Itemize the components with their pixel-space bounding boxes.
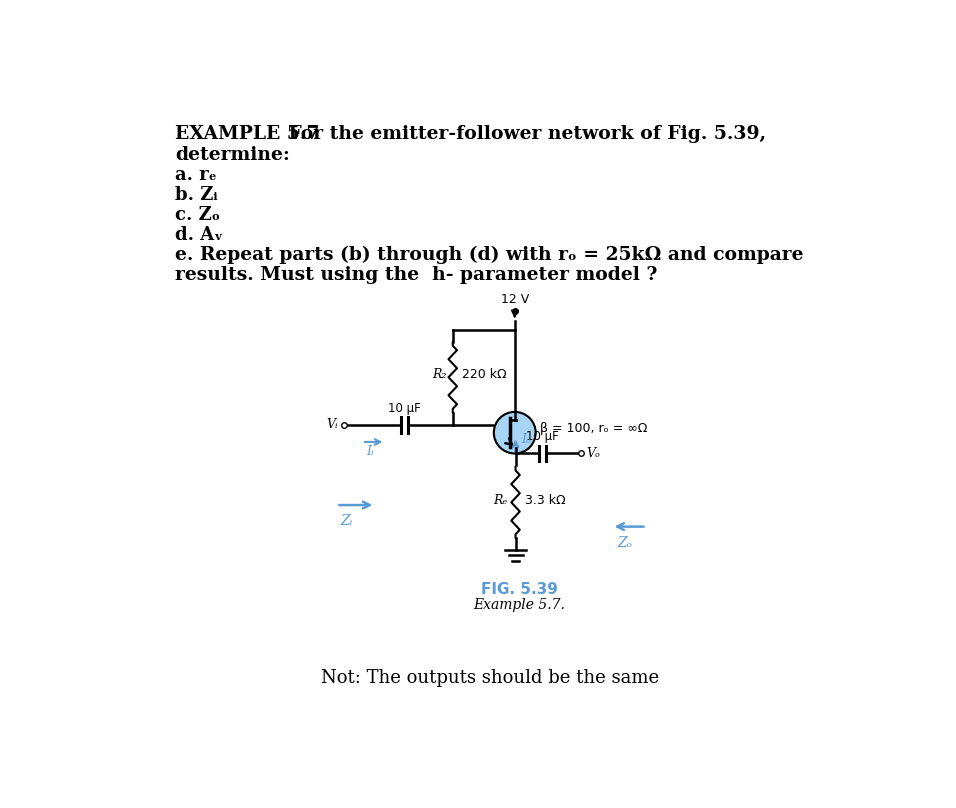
Text: For the emitter-follower network of Fig. 5.39,: For the emitter-follower network of Fig.… <box>282 124 767 143</box>
Text: 10 μF: 10 μF <box>526 431 559 444</box>
Text: results. Must using the  h- parameter model ?: results. Must using the h- parameter mod… <box>175 267 658 284</box>
Text: FIG. 5.39: FIG. 5.39 <box>481 582 558 597</box>
Text: β = 100, rₒ = ∞Ω: β = 100, rₒ = ∞Ω <box>540 423 648 436</box>
Text: Vₒ: Vₒ <box>587 447 600 460</box>
Text: b. Zᵢ: b. Zᵢ <box>175 187 218 204</box>
Text: Iₒ: Iₒ <box>521 433 531 446</box>
Text: Vᵢ: Vᵢ <box>327 419 338 431</box>
Text: a. rₑ: a. rₑ <box>175 166 217 184</box>
Text: 12 V: 12 V <box>501 292 529 305</box>
Text: Zₒ: Zₒ <box>618 536 633 550</box>
Text: 220 kΩ: 220 kΩ <box>462 368 507 381</box>
Text: Zᵢ: Zᵢ <box>340 515 353 528</box>
Text: 3.3 kΩ: 3.3 kΩ <box>525 494 565 507</box>
Circle shape <box>494 412 535 453</box>
Text: determine:: determine: <box>175 146 291 164</box>
Text: Rₑ: Rₑ <box>493 494 508 507</box>
Text: d. Aᵥ: d. Aᵥ <box>175 226 224 244</box>
Text: e. Repeat parts (b) through (d) with rₒ = 25kΩ and compare: e. Repeat parts (b) through (d) with rₒ … <box>175 246 804 264</box>
Text: R₂: R₂ <box>432 368 446 381</box>
Text: c. Zₒ: c. Zₒ <box>175 206 221 225</box>
Text: Iᵢ: Iᵢ <box>366 445 374 458</box>
Text: Example 5.7.: Example 5.7. <box>473 598 565 612</box>
Text: EXAMPLE 5.7: EXAMPLE 5.7 <box>175 124 319 143</box>
Text: Not: The outputs should be the same: Not: The outputs should be the same <box>321 669 659 687</box>
Text: 10 μF: 10 μF <box>388 402 421 415</box>
